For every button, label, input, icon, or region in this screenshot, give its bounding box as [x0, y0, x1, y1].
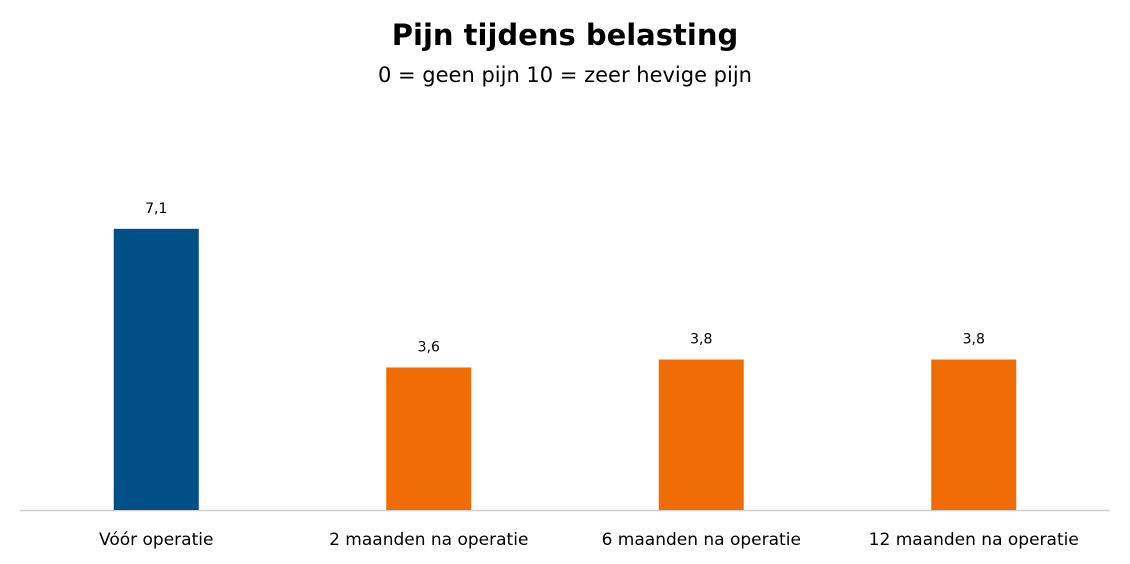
bar [386, 367, 472, 510]
value-label: 3,8 [690, 332, 712, 348]
chart-title: Pijn tijdens belasting [392, 18, 738, 52]
chart-subtitle: 0 = geen pijn 10 = zeer hevige pijn [378, 63, 752, 87]
value-label: 3,6 [418, 339, 440, 355]
x-tick-label: 6 maanden na operatie [602, 530, 801, 550]
bar [113, 228, 199, 510]
value-label: 7,1 [145, 201, 167, 217]
x-tick-label: 2 maanden na operatie [329, 530, 528, 550]
x-tick-label: 12 maanden na operatie [869, 530, 1079, 550]
x-tick-label: Vóór operatie [99, 530, 213, 550]
bar [931, 359, 1017, 510]
bar [658, 359, 744, 510]
value-label: 3,8 [963, 332, 985, 348]
